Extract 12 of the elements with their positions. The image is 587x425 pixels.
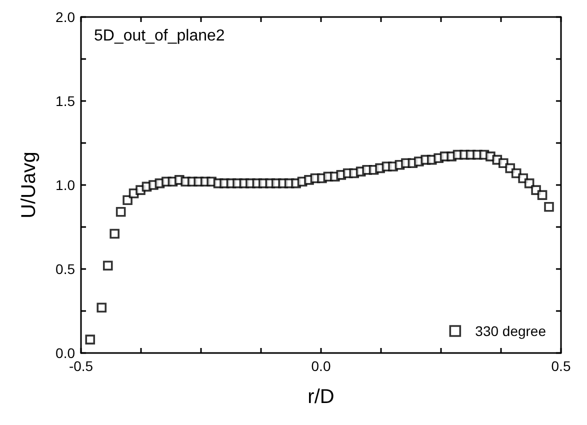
x-tick-label: -0.5 xyxy=(68,358,94,374)
legend-label: 330 degree xyxy=(475,323,546,339)
x-axis-title: r/D xyxy=(308,386,334,408)
y-tick-label: 0.5 xyxy=(56,261,76,277)
y-tick-label: 2.0 xyxy=(56,9,76,25)
y-tick-label: 1.0 xyxy=(56,177,76,193)
x-tick-label: 0.0 xyxy=(311,358,331,374)
y-axis-title: U/Uavg xyxy=(18,152,40,218)
y-tick-label: 0.0 xyxy=(56,345,76,361)
annotation: 5D_out_of_plane2 xyxy=(94,28,225,44)
x-tick-label: 0.5 xyxy=(551,358,571,374)
y-tick-label: 1.5 xyxy=(56,93,76,109)
